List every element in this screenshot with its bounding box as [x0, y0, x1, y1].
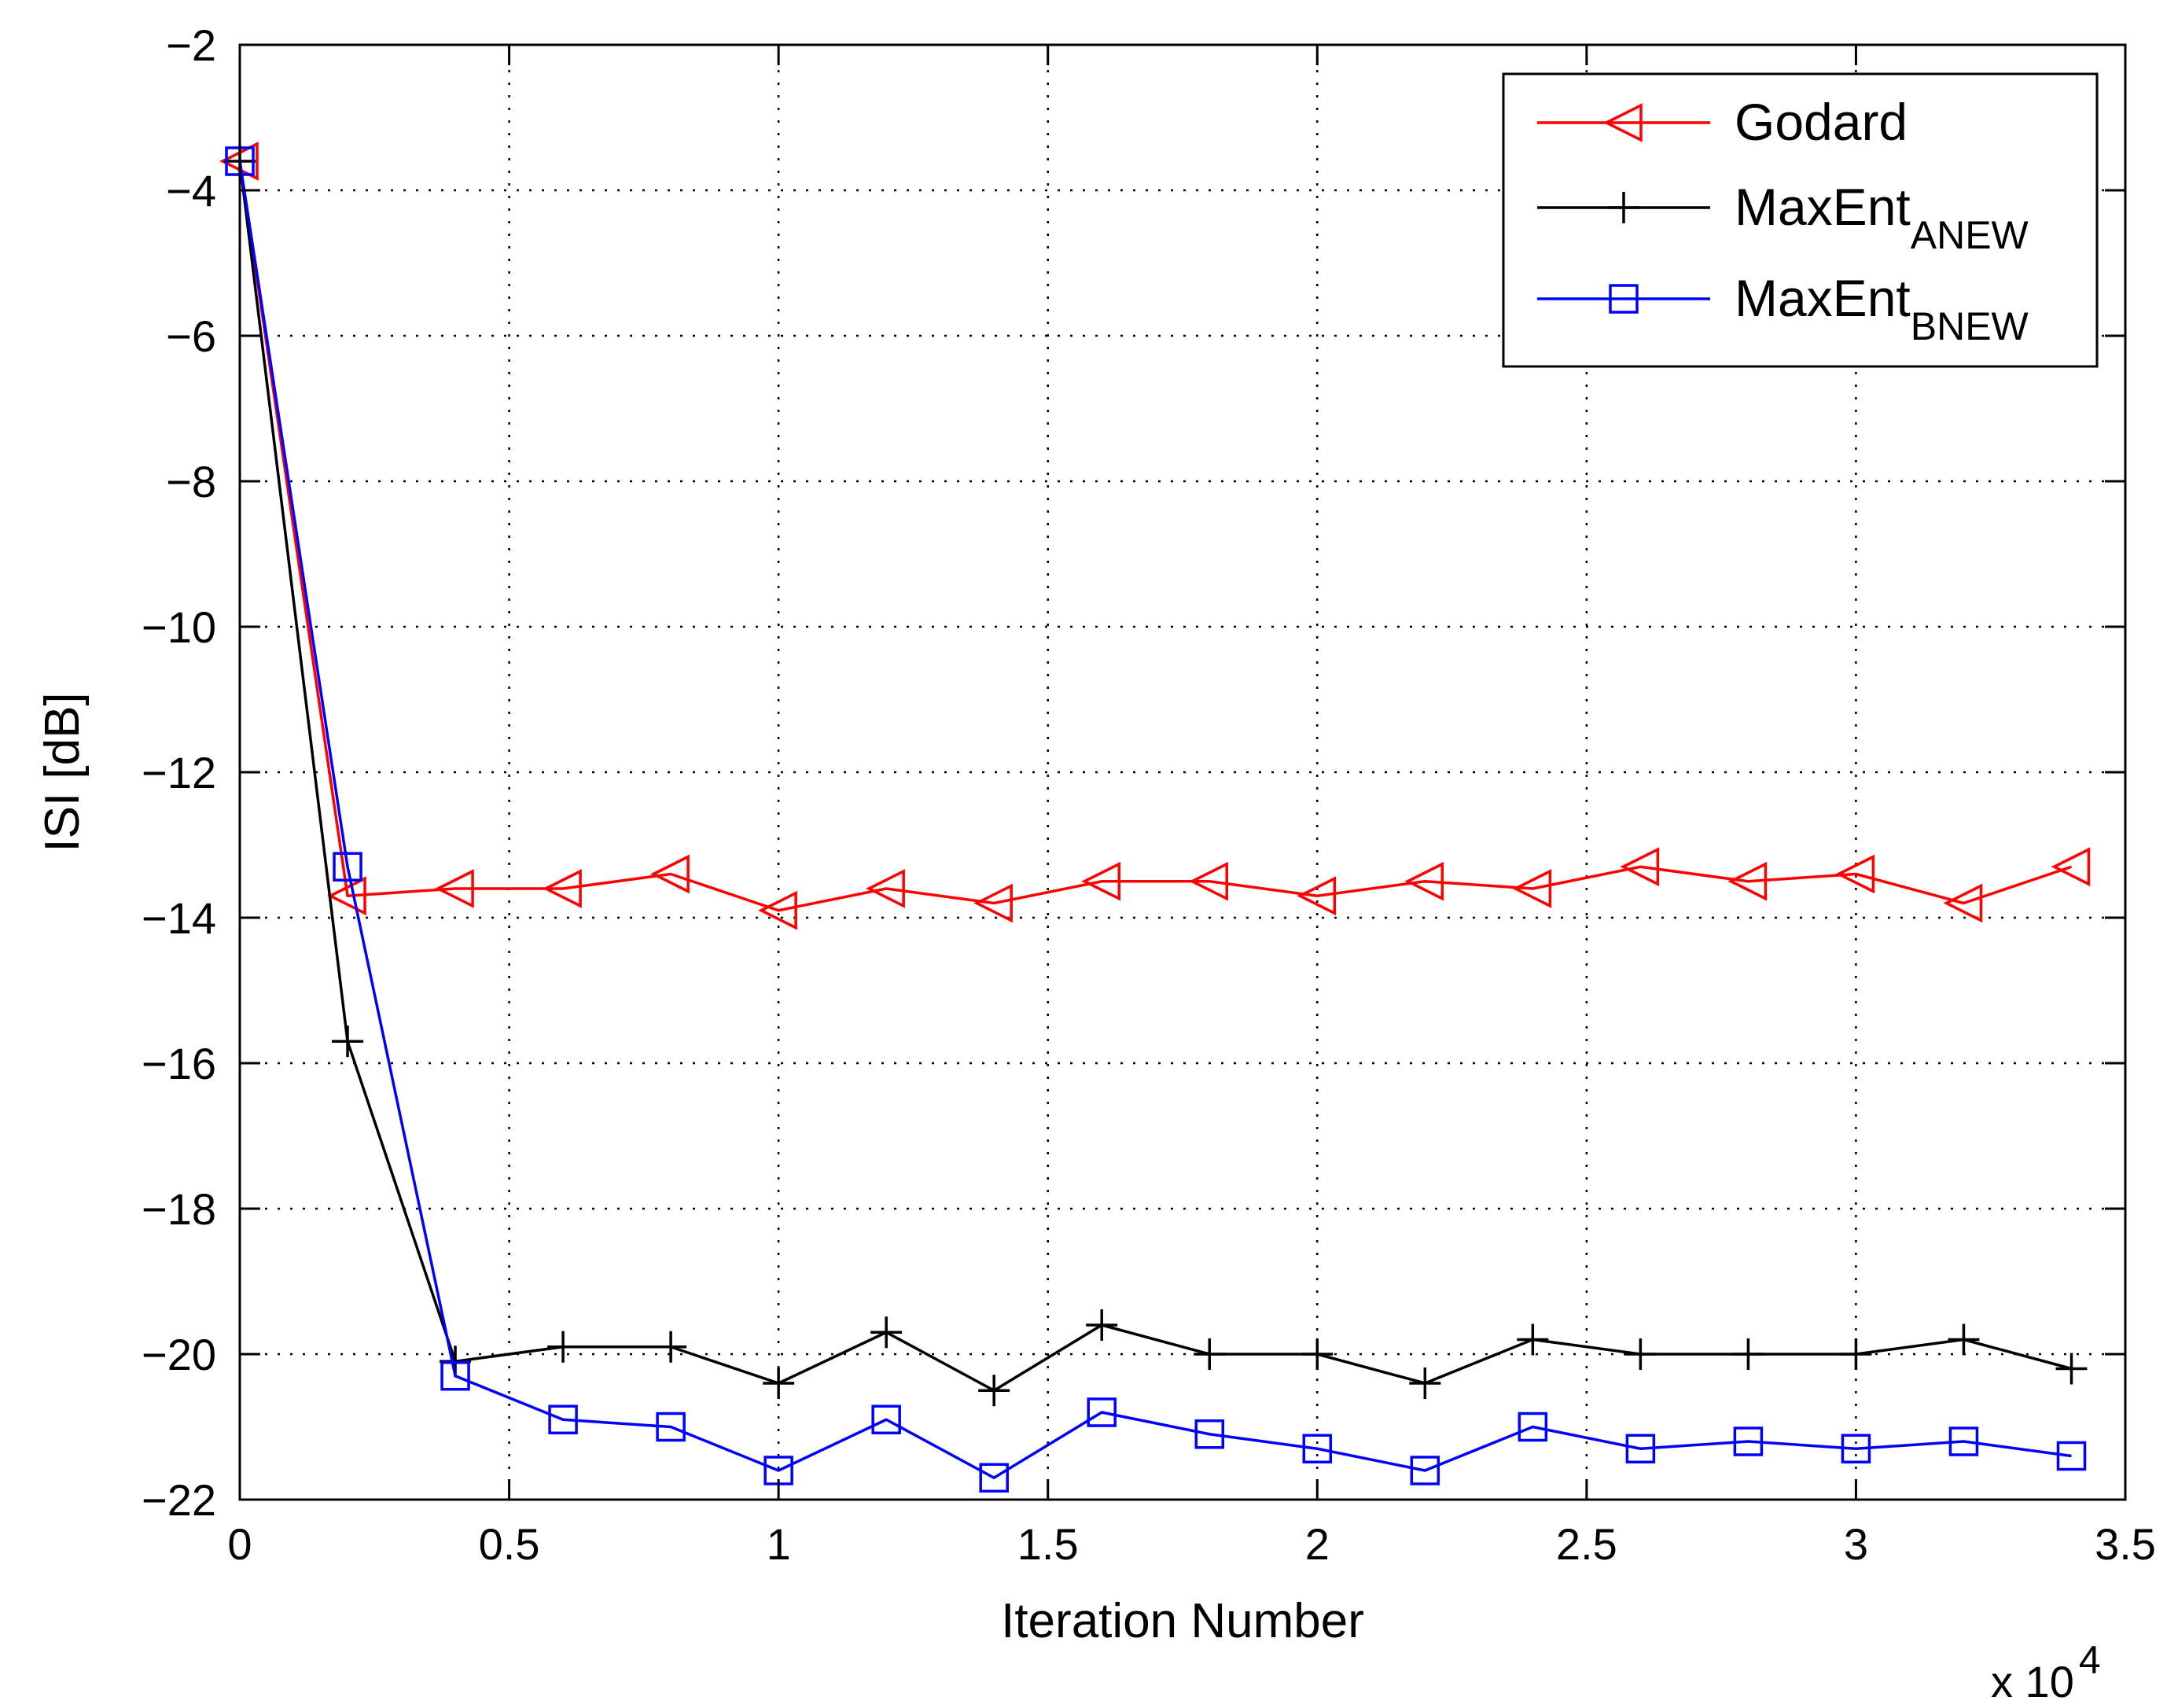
- x-axis-multiplier-exponent: 4: [2079, 1638, 2101, 1682]
- data-point-maxent-bnew: [1841, 1434, 1871, 1463]
- x-tick-label: 0: [227, 1519, 252, 1569]
- data-point-maxent-bnew: [656, 1412, 686, 1442]
- data-point-godard: [650, 854, 690, 894]
- data-point-maxent-bnew: [1518, 1412, 1548, 1442]
- series-line-maxent-bnew: [238, 160, 2072, 1479]
- y-tick-label: −18: [142, 1184, 216, 1234]
- data-point-maxent-anew: [1409, 1368, 1441, 1399]
- y-tick-label: −14: [142, 893, 216, 943]
- legend-label-main: MaxEnt: [1735, 269, 1911, 327]
- legend-marker-maxent-bnew: [1609, 284, 1639, 314]
- y-tick-label: −12: [142, 748, 216, 797]
- series-maxent-bnew: [225, 146, 2087, 1493]
- y-tick-label: −22: [142, 1475, 216, 1525]
- data-point-maxent-bnew: [440, 1361, 470, 1391]
- data-point-maxent-anew: [1517, 1323, 1549, 1356]
- legend-label-main: MaxEnt: [1735, 178, 1911, 236]
- y-tick-label: −20: [142, 1330, 216, 1379]
- data-point-godard: [1835, 854, 1875, 894]
- legend-label-godard: Godard: [1735, 93, 1908, 151]
- legend-label-maxent-bnew: MaxEntBNEW: [1735, 269, 2029, 348]
- series-layer: [219, 142, 2091, 1493]
- legend-marker-maxent-anew: [1608, 192, 1639, 223]
- data-point-godard: [1727, 861, 1768, 901]
- data-point-godard: [1189, 861, 1229, 901]
- x-tick-label: 3.5: [2095, 1519, 2156, 1569]
- legend-label-subscript: ANEW: [1911, 213, 2029, 257]
- data-point-godard: [758, 890, 797, 930]
- y-tick-label: −6: [166, 311, 216, 361]
- data-point-maxent-bnew: [871, 1404, 901, 1434]
- data-point-maxent-anew: [1948, 1323, 1980, 1356]
- data-point-maxent-bnew: [548, 1404, 578, 1434]
- y-tick-label: −2: [166, 20, 216, 70]
- data-point-maxent-anew: [1840, 1338, 1872, 1370]
- data-point-maxent-bnew: [1733, 1426, 1764, 1456]
- data-point-maxent-anew: [1086, 1309, 1118, 1341]
- data-point-maxent-anew: [332, 1025, 364, 1058]
- data-point-maxent-anew: [763, 1368, 795, 1399]
- x-axis-multiplier-base: x 10: [1991, 1657, 2074, 1706]
- data-point-maxent-anew: [1194, 1338, 1226, 1370]
- data-point-maxent-bnew: [2056, 1441, 2087, 1471]
- x-tick-label: 2: [1305, 1519, 1330, 1569]
- data-point-maxent-bnew: [1948, 1426, 1979, 1456]
- legend-marker-godard: [1603, 103, 1643, 142]
- data-point-godard: [1404, 861, 1444, 901]
- data-point-godard: [866, 869, 905, 908]
- data-point-godard: [973, 883, 1013, 923]
- data-point-godard: [2051, 847, 2091, 887]
- data-point-maxent-bnew: [1410, 1456, 1440, 1485]
- data-point-maxent-anew: [1624, 1338, 1657, 1370]
- y-tick-label: −8: [166, 457, 216, 506]
- axis-ticks: 0 0.5 1 1.5 2 2.5 3 3.5 −22 −20 −18 −16 −14 −12 −10 −8 −…: [142, 20, 2156, 1569]
- data-point-maxent-anew: [1732, 1338, 1764, 1370]
- legend-label-main: Godard: [1735, 93, 1908, 151]
- data-point-maxent-anew: [978, 1375, 1010, 1407]
- series-line-maxent-anew: [238, 160, 2072, 1392]
- data-point-godard: [327, 876, 366, 916]
- data-point-maxent-bnew: [333, 852, 362, 882]
- data-point-godard: [1620, 847, 1660, 887]
- y-tick-label: −4: [166, 166, 216, 215]
- x-tick-label: 1: [767, 1519, 791, 1569]
- data-point-godard: [1081, 861, 1120, 901]
- x-axis-label: Iteration Number: [1001, 1594, 1364, 1648]
- legend-label-subscript: BNEW: [1911, 304, 2029, 348]
- data-point-maxent-anew: [870, 1316, 903, 1349]
- data-point-godard: [543, 869, 582, 908]
- x-tick-label: 2.5: [1556, 1519, 1617, 1569]
- data-point-godard: [1512, 869, 1552, 908]
- y-axis-label: ISI [dB]: [35, 692, 90, 852]
- data-point-maxent-bnew: [1302, 1434, 1333, 1463]
- data-point-godard: [1943, 883, 1983, 923]
- data-point-maxent-bnew: [1194, 1419, 1225, 1449]
- data-point-maxent-bnew: [1625, 1434, 1656, 1463]
- x-tick-label: 1.5: [1017, 1519, 1079, 1569]
- legend-label-maxent-anew: MaxEntANEW: [1735, 178, 2029, 257]
- data-point-maxent-bnew: [1087, 1397, 1117, 1427]
- data-point-maxent-anew: [2055, 1353, 2088, 1385]
- y-tick-label: −16: [142, 1039, 216, 1088]
- x-tick-label: 3: [1844, 1519, 1868, 1569]
- data-point-maxent-anew: [655, 1331, 687, 1363]
- data-point-godard: [1297, 876, 1337, 916]
- series-godard: [219, 142, 2091, 930]
- data-point-maxent-anew: [547, 1331, 579, 1363]
- x-axis-multiplier: x 10 4: [1991, 1638, 2101, 1706]
- data-point-godard: [435, 869, 474, 908]
- data-point-maxent-bnew: [979, 1463, 1009, 1493]
- x-tick-label: 0.5: [479, 1519, 540, 1569]
- y-tick-label: −10: [142, 602, 216, 652]
- data-point-maxent-anew: [1301, 1338, 1334, 1370]
